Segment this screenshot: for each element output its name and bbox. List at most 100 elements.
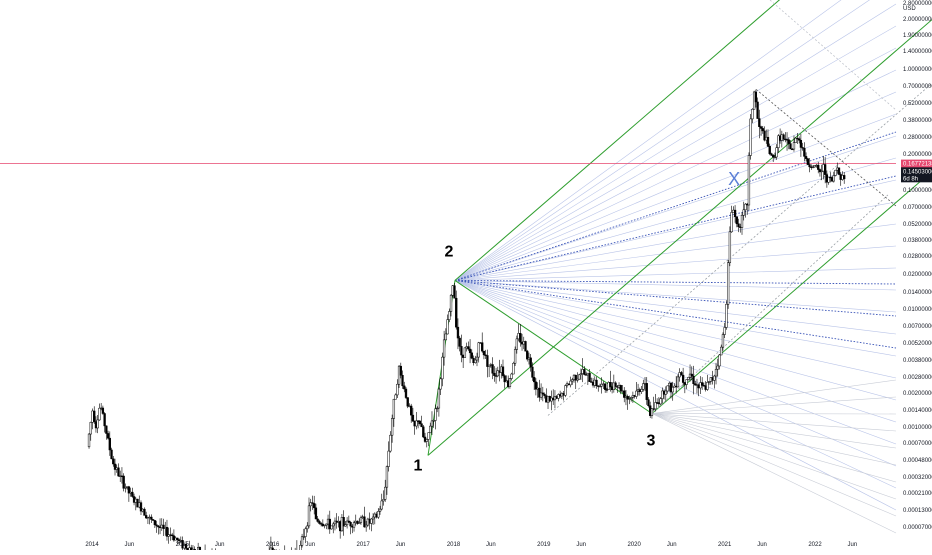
price-tick-label: 0.00520000 [903,341,932,347]
candle-body [306,526,308,529]
fan-line [652,414,896,482]
price-tick-label: 0.02000000 [903,272,932,278]
fan-line [455,114,896,280]
candle-body [682,375,684,382]
wave-label-1: 1 [414,458,423,475]
fan-key-line [455,132,896,280]
price-axis[interactable]: 2.800000002.000000001.900000001.40000000… [901,1,932,531]
price-tick-label: 0.52000000 [903,101,932,107]
candle-body [687,377,689,379]
candle-body [390,435,392,451]
fan-line [455,48,896,280]
candle-body [570,381,572,385]
fan-line [455,136,896,280]
candle-body [478,343,480,357]
candle-body [615,383,617,387]
price-tick-label: 0.03800000 [903,238,932,244]
candle-body [502,367,504,376]
time-tick-label: 2014 [85,542,99,548]
fan-line [455,280,896,422]
wave-label-x: X [728,169,740,189]
candle-body [438,389,440,408]
candle-body [111,450,113,459]
candle-body [317,519,319,521]
candle-body [435,409,437,421]
candle-body [788,140,790,144]
candle-body [365,525,367,527]
candle-body [755,92,757,102]
candle-body [131,492,133,496]
fan-key-line [455,280,896,284]
candle-body [410,406,412,415]
candle-body [776,148,778,157]
candle-body [461,346,463,355]
price-tick-label: 0.00100000 [903,425,932,431]
time-tick-label: Jun [576,542,586,548]
candle-body [667,386,669,391]
price-tick-label: 0.00140000 [903,408,932,414]
price-tick-label: 0.28000000 [903,135,932,141]
candle-body [474,360,476,363]
candle-body [800,140,802,147]
time-tick-label: Jun [125,542,135,548]
candle-body [620,385,622,391]
fan-line [455,70,896,280]
price-tick-label: 1.90000000 [903,33,932,39]
candle-body [299,545,301,550]
price-tick-label: 0.01400000 [903,290,932,296]
candle-body [381,501,383,509]
candles-layer [88,90,845,550]
candle-body [604,384,606,390]
candle-body [370,519,372,523]
time-tick-label: 2018 [447,542,461,548]
candle-body [578,375,580,379]
candle-body [807,159,809,165]
candle-body [400,366,402,375]
last-price-countdown: 6d 8h [903,176,918,182]
price-tick-label: 0.00021000 [903,491,932,497]
time-tick-label: 2016 [266,542,280,548]
fan-line [455,180,896,280]
candle-body [741,215,743,227]
candle-body [512,363,514,374]
price-tick-label: 0.01000000 [903,307,932,313]
fan-line [652,414,896,465]
pitchfork-warning-line [548,68,932,415]
candle-body [471,353,473,358]
candle-body [99,408,101,420]
candle-body [422,427,424,437]
candle-body [790,144,792,149]
candle-body [758,119,760,127]
candle-body [105,426,107,434]
candle-body [706,382,708,389]
price-tick-label: 0.00380000 [903,358,932,364]
fan-line [455,0,896,280]
candle-body [713,376,715,380]
fan-line [455,280,896,378]
fan-line [455,26,896,280]
candle-body [426,439,428,441]
candle-body [516,339,518,350]
candle-body [750,119,752,156]
price-tick-label: 2.00000000 [903,17,932,23]
time-tick-label: Jun [305,542,315,548]
price-tick-label: 0.00032000 [903,475,932,481]
candle-body [641,389,643,391]
fan-line [652,414,896,533]
time-tick-label: 2017 [357,542,371,548]
candle-body [403,386,405,389]
fan-line [652,414,896,431]
candle-body [717,366,719,369]
price-tick-label: 0.00048000 [903,458,932,464]
candle-body [118,468,120,476]
candle-body [396,384,398,395]
candle-body [331,526,333,529]
fan-lines-layer [455,0,896,533]
candle-body [843,175,845,178]
candle-body [459,338,461,346]
time-tick-label: 2015 [176,542,190,548]
candle-body [88,434,90,447]
candle-body [454,286,456,298]
